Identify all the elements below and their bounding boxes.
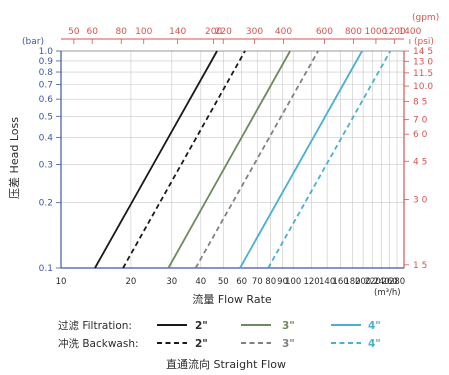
series-filtration-3in-line [167,50,291,269]
top-axis-unit: (gpm) [412,13,439,23]
top-tick-label: 1200 [383,27,406,37]
x-tick-label: 280 [389,277,405,287]
top-tick-label: 300 [246,27,263,37]
legend-filtration-2-label: 2" [195,320,208,332]
top-tick-label: 800 [345,27,362,37]
top-tick-label: 140 [169,27,186,37]
legend-backwash-4-label: 4" [368,338,381,350]
series-lines [94,50,392,269]
y-tick-label: 0.5 [39,112,53,122]
series-filtration-2in-line [94,50,218,269]
right-tick-label: 10.0 [413,82,433,92]
x-tick-label: 10 [56,277,67,287]
x-axis-unit: (m³/h) [374,288,401,298]
x-tick-label: 180 [344,277,360,287]
y-tick-label: 0.7 [39,81,53,91]
series-backwash-2in-line [122,50,246,269]
legend-backwash-3-label: 3" [282,338,295,350]
legend-filtration-3-label: 3" [282,320,295,332]
chart-title: 直通流向 Straight Flow [166,357,286,371]
right-tick-label: 11.5 [413,69,433,79]
top-tick-label: 200 [205,27,222,37]
left-axis-unit: (bar) [22,37,44,47]
right-tick-label: 13 0 [413,57,433,67]
x-tick-label: 200 [355,277,371,287]
top-tick-label: 600 [316,27,333,37]
top-tick-label: 400 [275,27,292,37]
legend-row1-label: 过滤 Filtration: [58,319,132,332]
x-tick-label: 30 [166,277,177,287]
right-tick-label: 8 5 [413,97,427,107]
legend-filtration-4-label: 4" [368,320,381,332]
y-tick-label: 0.8 [39,68,54,78]
right-axis-unit: (psi) [414,37,434,47]
x-tick-label: 160 [332,277,348,287]
y-tick-label: 0.9 [39,57,54,67]
legend: 过滤 Filtration: 冲洗 Backwash: 2" 3" 4" 2" … [58,319,381,350]
x-tick-label: 120 [303,277,319,287]
right-tick-label: 4 5 [413,157,427,167]
legend-backwash-2-label: 2" [195,338,208,350]
x-tick-label: 220 [365,277,381,287]
y-axis-title: 压差 Head Loss [7,117,21,199]
x-tick-label: 20 [125,277,136,287]
x-tick-label: 100 [285,277,301,287]
y-tick-label: 0.6 [39,95,54,105]
top-tick-label: 80 [115,27,127,37]
x-tick-label: 50 [218,277,229,287]
x-tick-label: 140 [319,277,335,287]
right-tick-label: 7 0 [413,116,428,126]
axes [56,38,411,269]
legend-row2-label: 冲洗 Backwash: [58,337,139,350]
y-tick-label: 1.0 [39,47,54,57]
right-tick-label: 3 0 [413,196,428,206]
right-tick-label: 1 5 [413,261,427,271]
top-tick-label: 100 [135,27,152,37]
x-tick-label: 260 [381,277,397,287]
top-tick-label: 1400 [398,27,421,37]
series-backwash-4in-line [267,50,392,269]
top-tick-label: 220 [215,27,232,37]
x-tick-label: 70 [252,277,263,287]
y-tick-label: 0.3 [39,160,53,170]
x-tick-label: 240 [373,277,389,287]
series-backwash-3in-line [194,50,319,269]
x-tick-label: 40 [195,277,206,287]
x-tick-label: 90 [277,277,288,287]
x-tick-label: 60 [236,277,247,287]
x-tick-label: 80 [265,277,276,287]
right-tick-label: 6 0 [413,130,428,140]
y-tick-label: 0.1 [39,264,53,274]
top-tick-label: 60 [86,27,98,37]
y-tick-label: 0.2 [39,199,53,209]
right-tick-label: 14 5 [413,47,433,57]
x-axis-title: 流量 Flow Rate [192,292,272,306]
top-tick-label: 1000 [364,27,387,37]
series-filtration-4in-line [239,50,363,269]
y-tick-label: 0.4 [39,133,54,143]
top-tick-label: 50 [68,27,80,37]
